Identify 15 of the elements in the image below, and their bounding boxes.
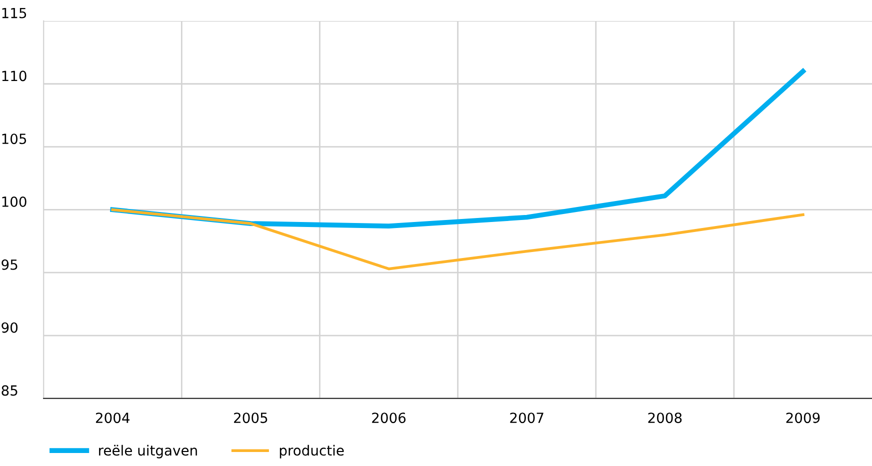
x-tick-label: 2004: [96, 412, 130, 424]
x-tick-label: 2008: [648, 412, 682, 424]
y-tick-label: 95: [2, 259, 18, 270]
y-tick-label: 115: [2, 8, 26, 18]
y-tick-label: 90: [2, 322, 18, 333]
x-tick-label: 2006: [372, 412, 406, 424]
legend-label: reële uitgaven: [99, 444, 197, 458]
y-tick-label: 85: [2, 385, 18, 396]
x-tick-label: 2005: [234, 412, 268, 424]
y-tick-label: 105: [2, 134, 26, 144]
y-tick-label: 100: [2, 196, 26, 208]
y-tick-label: 110: [2, 70, 26, 82]
x-tick-label: 2007: [510, 412, 544, 424]
x-tick-label: 2009: [786, 412, 820, 424]
legend-label: productie: [280, 444, 344, 458]
